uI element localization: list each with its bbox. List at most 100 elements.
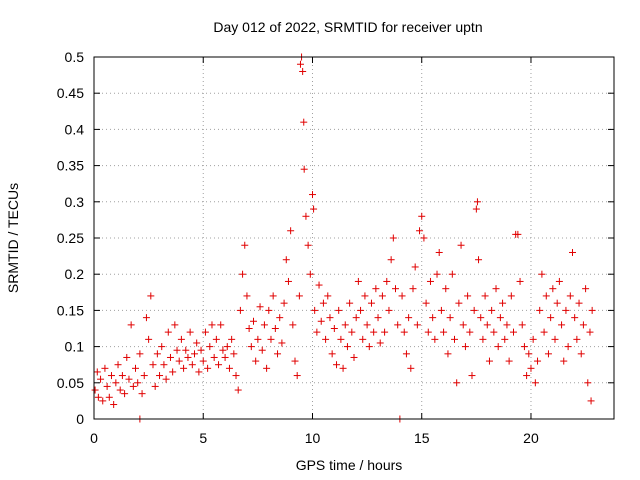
grid — [94, 57, 614, 419]
data-point — [418, 212, 426, 220]
y-tick-label: 0.45 — [57, 85, 84, 101]
data-point — [492, 285, 500, 293]
data-point — [306, 270, 314, 278]
data-point — [544, 350, 552, 358]
data-point — [433, 270, 441, 278]
data-point — [440, 328, 448, 336]
data-point — [420, 234, 428, 242]
data-point — [241, 241, 249, 249]
data-point — [300, 165, 308, 173]
y-tick-label: 0.2 — [65, 266, 85, 282]
data-point — [258, 346, 266, 354]
data-point — [378, 292, 386, 300]
y-axis-label: SRMTID / TECUs — [5, 183, 21, 293]
y-tick-label: 0.35 — [57, 158, 84, 174]
x-tick-label: 5 — [199, 430, 207, 446]
data-point — [435, 248, 443, 256]
data-point — [503, 321, 511, 329]
data-point — [485, 357, 493, 365]
data-points — [91, 53, 596, 423]
data-point — [254, 335, 262, 343]
data-point — [274, 350, 282, 358]
data-point — [132, 364, 140, 372]
data-point — [169, 368, 177, 376]
data-point — [322, 335, 330, 343]
data-point — [234, 386, 242, 394]
data-point — [335, 306, 343, 314]
data-point — [315, 281, 323, 289]
data-point — [370, 328, 378, 336]
data-point — [118, 372, 126, 380]
data-point — [284, 277, 292, 285]
data-point — [385, 306, 393, 314]
data-point — [348, 328, 356, 336]
data-point — [586, 328, 594, 336]
data-point — [448, 270, 456, 278]
data-point — [437, 306, 445, 314]
data-point — [333, 361, 341, 369]
data-point — [162, 375, 170, 383]
data-point — [540, 328, 548, 336]
data-point — [140, 372, 148, 380]
data-point — [429, 314, 437, 322]
data-point — [138, 390, 146, 398]
data-point — [121, 390, 129, 398]
data-point — [269, 292, 277, 300]
data-point — [509, 328, 517, 336]
data-point — [223, 343, 231, 351]
data-point — [243, 292, 251, 300]
y-tick-label: 0.5 — [65, 49, 85, 65]
data-point — [409, 285, 417, 293]
x-tick-label: 0 — [90, 430, 98, 446]
data-point — [195, 368, 203, 376]
data-point — [529, 335, 537, 343]
data-point — [483, 321, 491, 329]
data-point — [302, 212, 310, 220]
data-point — [573, 335, 581, 343]
data-point — [291, 357, 299, 365]
data-point — [464, 292, 472, 300]
data-point — [293, 372, 301, 380]
data-point — [123, 353, 131, 361]
data-point — [175, 357, 183, 365]
data-point — [127, 321, 135, 329]
data-point — [99, 397, 107, 405]
data-point — [217, 321, 225, 329]
data-point — [319, 299, 327, 307]
data-point — [180, 364, 188, 372]
data-point — [158, 343, 166, 351]
data-point — [555, 277, 563, 285]
data-point — [228, 335, 236, 343]
data-point — [488, 306, 496, 314]
data-point — [416, 227, 424, 235]
data-point — [199, 357, 207, 365]
data-point — [518, 321, 526, 329]
data-point — [477, 314, 485, 322]
data-point — [339, 364, 347, 372]
data-point — [466, 328, 474, 336]
data-point — [354, 277, 362, 285]
data-point — [575, 299, 583, 307]
data-point — [534, 357, 542, 365]
data-point — [210, 353, 218, 361]
data-point — [374, 314, 382, 322]
data-point — [142, 314, 150, 322]
data-point — [542, 292, 550, 300]
data-point — [184, 353, 192, 361]
data-point — [527, 364, 535, 372]
data-point — [568, 248, 576, 256]
data-point — [236, 306, 244, 314]
data-point — [310, 205, 318, 213]
data-point — [219, 346, 227, 354]
data-point — [173, 346, 181, 354]
data-point — [479, 335, 487, 343]
data-point — [91, 386, 99, 394]
data-point — [426, 277, 434, 285]
data-point — [97, 375, 105, 383]
data-point — [490, 328, 498, 336]
data-point — [481, 292, 489, 300]
data-point — [101, 364, 109, 372]
data-point — [212, 335, 220, 343]
data-point — [147, 292, 155, 300]
data-point — [311, 306, 319, 314]
